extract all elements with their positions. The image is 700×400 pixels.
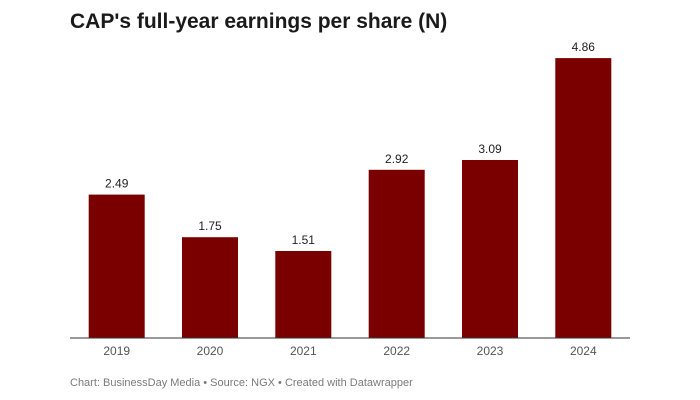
value-label-2024: 4.86: [572, 40, 596, 54]
value-label-2020: 1.75: [198, 219, 222, 233]
chart-title: CAP's full-year earnings per share (N): [70, 10, 448, 33]
x-tick-label-2021: 2021: [290, 344, 317, 358]
bar-2019: [88, 194, 145, 338]
x-tick-label-2022: 2022: [383, 344, 410, 358]
value-label-2019: 2.49: [105, 177, 129, 191]
x-tick-label-2024: 2024: [570, 344, 597, 358]
value-labels-group: 2.49 1.75 1.51 2.92 3.09 4.86: [105, 40, 595, 247]
value-label-2023: 3.09: [478, 142, 502, 156]
value-label-2021: 1.51: [292, 233, 316, 247]
x-tick-labels: 2019 2020 2021 2022 2023 2024: [103, 344, 597, 358]
bar-2024: [555, 58, 612, 338]
value-label-2022: 2.92: [385, 152, 409, 166]
x-tick-label-2023: 2023: [477, 344, 504, 358]
bar-2023: [462, 160, 518, 338]
bars-group: [88, 58, 612, 338]
x-tick-label-2020: 2020: [197, 344, 224, 358]
bar-2021: [275, 251, 332, 338]
bar-2020: [182, 237, 238, 338]
chart-footer: Chart: BusinessDay Media • Source: NGX •…: [70, 377, 413, 389]
x-tick-label-2019: 2019: [103, 344, 130, 358]
bar-2022: [368, 169, 425, 338]
